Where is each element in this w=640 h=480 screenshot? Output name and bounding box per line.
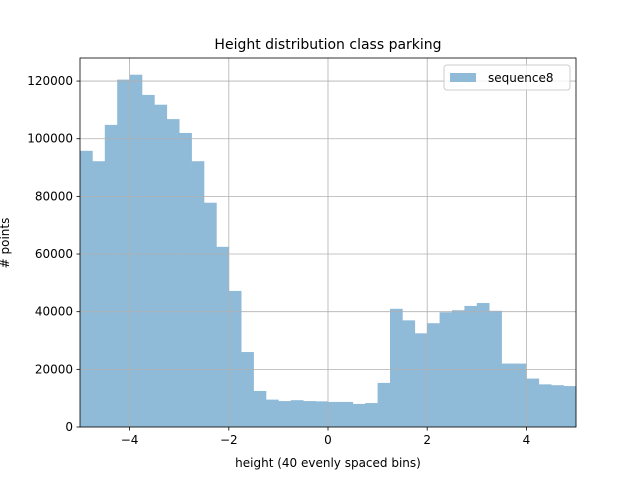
x-tick-label: 4 [523,433,531,447]
histogram-bar [427,323,440,427]
chart-title: Height distribution class parking [214,37,441,53]
y-tick-label: 60000 [35,247,73,261]
histogram-bar [390,308,403,427]
histogram-bar [179,132,192,427]
histogram-bar [538,384,552,427]
x-tick-label: −4 [121,433,139,447]
histogram-bar [352,403,366,427]
histogram-bar [92,161,106,427]
histogram-bar [526,378,540,427]
histogram-bar [563,386,577,427]
histogram-bar [142,94,155,428]
histogram-bar [154,104,168,427]
histogram-bar [501,363,515,427]
histogram-bar [340,401,354,427]
histogram-bar [278,401,292,427]
histogram-bar [290,400,304,427]
x-tick-label: 2 [423,433,431,447]
histogram-bar [104,124,118,427]
histogram-bar [365,403,378,427]
histogram-bar [241,352,254,427]
y-tick-label: 40000 [35,305,73,319]
legend-box [443,64,571,91]
y-axis-title: # points [0,218,12,269]
histogram-bar [315,401,329,427]
y-tick-label: 120000 [27,74,73,88]
histogram-bar [452,310,465,427]
histogram-bar [216,246,230,427]
y-tick-label: 0 [65,420,73,434]
y-tick-label: 80000 [35,189,73,203]
x-tick-label: −2 [220,433,238,447]
histogram-bar [464,305,478,427]
histogram-bar [166,119,180,427]
histogram-bar [228,290,242,427]
histogram-bar [266,399,279,427]
legend-swatch [450,73,476,82]
histogram-bar [489,310,502,427]
histogram-bar [402,320,416,427]
histogram-bar [476,303,490,427]
histogram-bar [303,401,316,427]
histogram-bar [328,401,341,427]
legend-label: sequence8 [488,71,553,85]
histogram-bar [253,390,267,427]
histogram-bar [414,333,428,427]
histogram-bar [551,385,564,427]
x-axis-title: height (40 evenly spaced bins) [235,456,421,470]
plot-area: −4 −2 0 2 4 0 20000 40000 60000 80000 100000 120000… [27,57,577,447]
histogram-bar [514,363,527,427]
y-tick-label: 100000 [27,132,73,146]
histogram-bar [129,74,143,428]
histogram-bar [377,382,391,427]
histogram-bar [204,202,217,427]
x-tick-label: 0 [324,433,332,447]
histogram-bar [80,150,93,427]
y-tick-label: 20000 [35,362,73,376]
histogram-bar [117,79,130,427]
histogram-bar [191,161,205,427]
